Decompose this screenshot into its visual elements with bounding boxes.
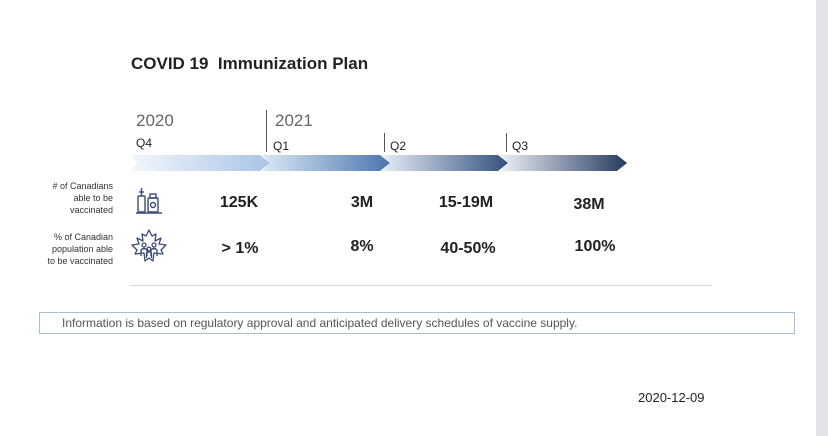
value-q1-count: 3M xyxy=(350,194,374,211)
vaccine-vials-icon xyxy=(136,188,162,214)
row-label-line: # of Canadians xyxy=(52,181,113,191)
value-q3-percent: 100% xyxy=(574,238,616,255)
timeline-arrow-q4 xyxy=(130,155,270,171)
q3-divider xyxy=(506,133,507,152)
quarter-q2-label: Q2 xyxy=(390,139,407,153)
timeline-arrow-q1 xyxy=(262,155,390,171)
row-label-line: to be vaccinated xyxy=(47,256,113,266)
year-2020-label: 2020 xyxy=(136,111,174,130)
row-label-line: vaccinated xyxy=(69,205,113,215)
date-label: 2020-12-09 xyxy=(638,390,705,405)
row-label-vaccinated-count: # of Canadians able to be vaccinated xyxy=(12,180,113,216)
value-q4-count: 125K xyxy=(219,194,259,211)
page-title: COVID 19 Immunization Plan xyxy=(131,54,369,73)
value-q3-count: 38M xyxy=(573,196,605,213)
year-2021-label: 2021 xyxy=(275,111,313,130)
value-q2-count: 15-19M xyxy=(438,194,494,211)
row-label-line: population able xyxy=(51,244,113,254)
value-q1-percent: 8% xyxy=(350,238,374,255)
row-label-line: able to be xyxy=(73,193,113,203)
info-note: Information is based on regulatory appro… xyxy=(39,312,795,334)
row-label-population-percent: % of Canadian population able to be vacc… xyxy=(12,231,113,267)
row-label-line: % of Canadian xyxy=(53,232,113,242)
window-edge xyxy=(816,0,828,436)
value-q2-percent: 40-50% xyxy=(440,240,496,257)
quarter-q4-label: Q4 xyxy=(136,136,153,150)
timeline-arrow-q3 xyxy=(500,155,627,171)
q2-divider xyxy=(384,133,385,152)
canada-population-icon xyxy=(131,229,167,262)
value-q4-percent: > 1% xyxy=(221,240,259,257)
quarter-q3-label: Q3 xyxy=(512,139,529,153)
section-divider xyxy=(130,285,712,286)
quarter-q1-label: Q1 xyxy=(273,139,290,153)
timeline-arrow-q2 xyxy=(382,155,508,171)
year-divider xyxy=(266,110,267,152)
